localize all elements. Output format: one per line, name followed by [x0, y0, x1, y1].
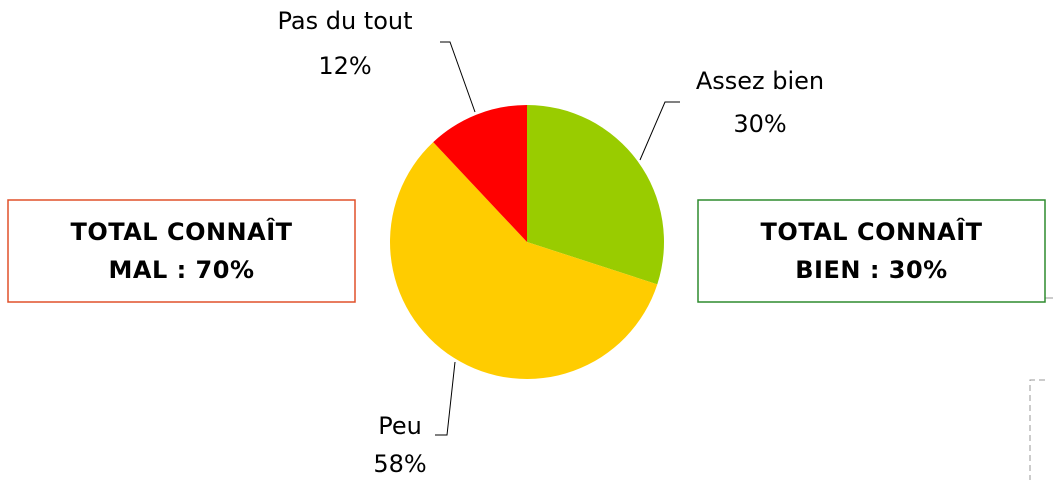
- pie-slice: [527, 105, 664, 285]
- leader-line: [440, 41, 476, 113]
- dashed-box: [1029, 379, 1045, 480]
- leader-line: [435, 361, 456, 436]
- slice-label: Pas du tout: [277, 7, 412, 35]
- slice-value: 30%: [733, 110, 786, 138]
- annotation-box: [7, 199, 356, 303]
- pie-slice: [390, 142, 658, 380]
- annotation-box: [697, 199, 1046, 303]
- annotation-text: BIEN : 30%: [795, 256, 947, 284]
- annotation-text: TOTAL CONNAÎT: [760, 217, 982, 246]
- slice-value: 58%: [373, 450, 426, 478]
- leader-line: [639, 101, 680, 161]
- annotation-text: TOTAL CONNAÎT: [70, 217, 292, 246]
- slice-label: Assez bien: [696, 67, 824, 95]
- annotation-text: MAL : 70%: [108, 256, 254, 284]
- slice-label: Peu: [378, 412, 422, 440]
- pie-slice: [433, 105, 527, 242]
- slice-value: 12%: [318, 52, 371, 80]
